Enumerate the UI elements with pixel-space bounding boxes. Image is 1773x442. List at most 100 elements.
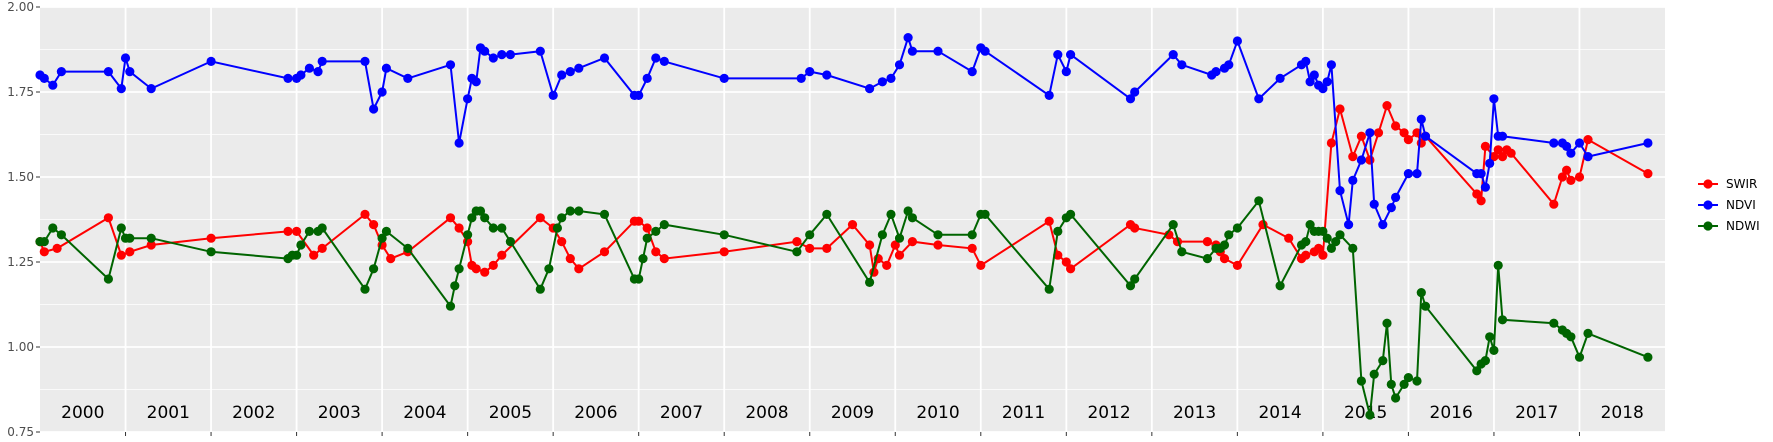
series-line-ndvi xyxy=(39,34,1649,227)
data-point-swir xyxy=(1318,250,1328,260)
data-point-ndvi xyxy=(1369,199,1379,209)
data-point-swir xyxy=(574,264,584,274)
data-point-swir xyxy=(642,223,652,233)
data-point-ndvi xyxy=(1476,169,1486,179)
data-point-ndwi xyxy=(1318,226,1328,236)
data-point-swir xyxy=(39,247,49,257)
data-point-ndvi xyxy=(865,84,875,94)
data-point-ndwi xyxy=(445,301,456,311)
data-point-swir xyxy=(933,240,943,250)
data-point-ndwi xyxy=(865,277,875,287)
data-point-ndvi xyxy=(557,70,567,80)
data-point-ndvi xyxy=(1416,114,1426,124)
year-label: 2004 xyxy=(403,403,446,423)
data-point-ndvi xyxy=(1566,148,1576,158)
year-label: 2009 xyxy=(831,403,874,423)
year-label: 2010 xyxy=(916,403,959,423)
data-point-ndvi xyxy=(1420,131,1431,141)
data-point-ndvi xyxy=(1562,141,1572,151)
data-point-ndwi xyxy=(1391,393,1401,403)
data-point-swir xyxy=(317,243,327,253)
data-point-ndwi xyxy=(903,206,913,216)
data-point-ndwi xyxy=(146,233,156,243)
data-point-swir xyxy=(146,240,156,250)
data-point-ndvi xyxy=(471,77,481,87)
data-point-ndvi xyxy=(1356,155,1366,165)
data-point-swir xyxy=(634,216,644,226)
data-point-ndwi xyxy=(557,213,567,223)
data-point-ndwi xyxy=(638,254,648,264)
data-point-ndwi xyxy=(1177,247,1187,257)
data-point-ndvi xyxy=(659,56,669,66)
data-point-swir xyxy=(890,240,900,250)
data-point-ndvi xyxy=(796,73,806,83)
data-point-ndwi xyxy=(1066,209,1076,219)
data-point-swir xyxy=(599,247,610,257)
data-point-ndwi xyxy=(116,223,126,233)
data-point-ndwi xyxy=(304,226,314,236)
data-point-swir xyxy=(822,243,832,253)
data-point-swir xyxy=(1284,233,1294,243)
data-point-ndvi xyxy=(822,70,832,80)
year-label: 2016 xyxy=(1430,403,1473,423)
data-point-swir xyxy=(283,226,293,236)
data-point-ndwi xyxy=(1168,220,1178,230)
data-point-swir xyxy=(659,254,669,264)
data-point-ndvi xyxy=(317,56,327,66)
data-point-ndvi xyxy=(907,46,918,56)
data-point-swir xyxy=(292,226,302,236)
legend-key-point xyxy=(1703,200,1713,210)
data-point-ndwi xyxy=(1335,230,1345,240)
data-point-ndwi xyxy=(792,247,802,257)
y-axis: 0.75 1.00 1.25 1.50 1.75 2.00 xyxy=(7,0,40,439)
data-point-ndvi xyxy=(1643,138,1653,148)
data-point-ndvi xyxy=(505,50,515,60)
data-point-ndwi xyxy=(480,213,490,223)
series-group xyxy=(35,33,1653,420)
data-point-ndwi xyxy=(1416,288,1426,298)
data-point-ndvi xyxy=(1232,36,1242,46)
data-point-ndwi xyxy=(56,230,66,240)
data-point-ndwi xyxy=(450,281,460,291)
data-point-swir xyxy=(1365,155,1375,165)
data-point-ndwi xyxy=(651,226,661,236)
data-point-ndvi xyxy=(39,73,49,83)
year-label: 2008 xyxy=(745,403,788,423)
data-point-ndwi xyxy=(48,223,58,233)
data-point-swir xyxy=(125,247,135,257)
data-point-ndwi xyxy=(544,264,554,274)
data-point-ndvi xyxy=(283,73,293,83)
data-point-swir xyxy=(1335,104,1345,114)
data-point-ndwi xyxy=(1326,243,1336,253)
data-point-ndwi xyxy=(822,209,832,219)
data-point-swir xyxy=(1373,128,1384,138)
year-label: 2003 xyxy=(318,403,361,423)
data-point-ndwi xyxy=(535,284,545,294)
data-point-ndwi xyxy=(292,250,302,260)
data-point-ndwi xyxy=(1224,230,1234,240)
data-point-ndwi xyxy=(1348,243,1358,253)
data-point-ndwi xyxy=(296,240,306,250)
legend-key-point xyxy=(1703,179,1713,189)
data-point-swir xyxy=(1476,196,1486,206)
data-point-ndvi xyxy=(1391,192,1401,202)
year-label: 2001 xyxy=(147,403,190,423)
data-point-ndwi xyxy=(125,233,135,243)
data-point-ndvi xyxy=(120,53,131,63)
data-point-ndwi xyxy=(1378,356,1388,366)
data-point-ndvi xyxy=(313,67,323,77)
data-point-ndwi xyxy=(497,223,507,233)
data-point-ndvi xyxy=(903,33,913,43)
data-point-swir xyxy=(1232,260,1242,270)
data-point-swir xyxy=(1403,135,1413,145)
data-point-ndvi xyxy=(1497,131,1508,141)
data-point-ndvi xyxy=(369,104,379,114)
data-point-ndvi xyxy=(1254,94,1264,104)
data-point-swir xyxy=(445,213,456,223)
data-point-ndwi xyxy=(1305,220,1315,230)
data-point-swir xyxy=(967,243,977,253)
data-point-ndvi xyxy=(146,84,156,94)
data-point-swir xyxy=(1130,223,1140,233)
data-point-ndvi xyxy=(877,77,888,87)
data-point-swir xyxy=(1574,172,1585,182)
